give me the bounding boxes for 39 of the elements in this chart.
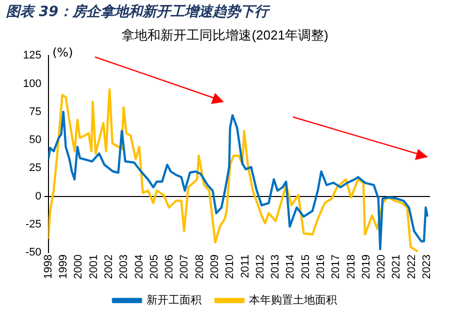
x-tick-label: 2015 bbox=[300, 254, 312, 280]
x-tick-label: 2017 bbox=[330, 254, 342, 280]
x-tick-label: 2010 bbox=[224, 254, 236, 280]
x-tick-label: 2013 bbox=[270, 254, 282, 280]
x-tick-label: 2007 bbox=[178, 254, 191, 280]
x-tick-label: 2019 bbox=[360, 254, 372, 280]
x-tick-label: 2002 bbox=[102, 254, 115, 280]
x-tick-label: 2001 bbox=[88, 254, 100, 280]
x-tick-label: 2012 bbox=[254, 254, 266, 280]
y-tick-label: 0 bbox=[35, 190, 42, 202]
y-tick-label: 50 bbox=[29, 134, 42, 146]
x-tick-label: 1998 bbox=[42, 254, 54, 280]
y-tick-label: -50 bbox=[25, 246, 42, 259]
x-tick-label: 2009 bbox=[208, 254, 221, 280]
x-tick-label: 2005 bbox=[148, 254, 160, 280]
x-tick-label: 2014 bbox=[284, 254, 297, 280]
x-tick-label: 2003 bbox=[118, 254, 130, 280]
x-tick-label: 2006 bbox=[164, 254, 176, 280]
legend-label: 本年购置土地面积 bbox=[249, 294, 337, 307]
chart-subtitle: 拿地和新开工同比增速(2021年调整) bbox=[122, 27, 328, 42]
x-tick-label: 2011 bbox=[239, 254, 252, 278]
y-tick-label: -25 bbox=[25, 218, 42, 230]
x-tick-label: 2023 bbox=[421, 254, 433, 280]
y-tick-label: 100 bbox=[22, 78, 42, 90]
x-tick-label: 2022 bbox=[406, 254, 418, 280]
x-tick-label: 2021 bbox=[390, 254, 403, 280]
y-tick-label: 125 bbox=[22, 50, 42, 62]
x-tick-label: 2018 bbox=[345, 254, 358, 280]
legend-label: 新开工面积 bbox=[146, 294, 202, 307]
x-tick-label: 2004 bbox=[133, 254, 146, 280]
y-axis-title: (%) bbox=[52, 46, 74, 60]
y-tick-label: 25 bbox=[29, 162, 42, 174]
x-tick-label: 2016 bbox=[314, 254, 327, 280]
x-tick-label: 1999 bbox=[58, 254, 70, 280]
x-tick-label: 2020 bbox=[376, 254, 388, 280]
y-tick-label: 75 bbox=[29, 106, 42, 118]
chart-title: 图表 39：房企拿地和新开工增速趋势下行 bbox=[6, 3, 268, 21]
x-tick-label: 2008 bbox=[194, 254, 206, 280]
x-tick-label: 2000 bbox=[72, 254, 85, 280]
